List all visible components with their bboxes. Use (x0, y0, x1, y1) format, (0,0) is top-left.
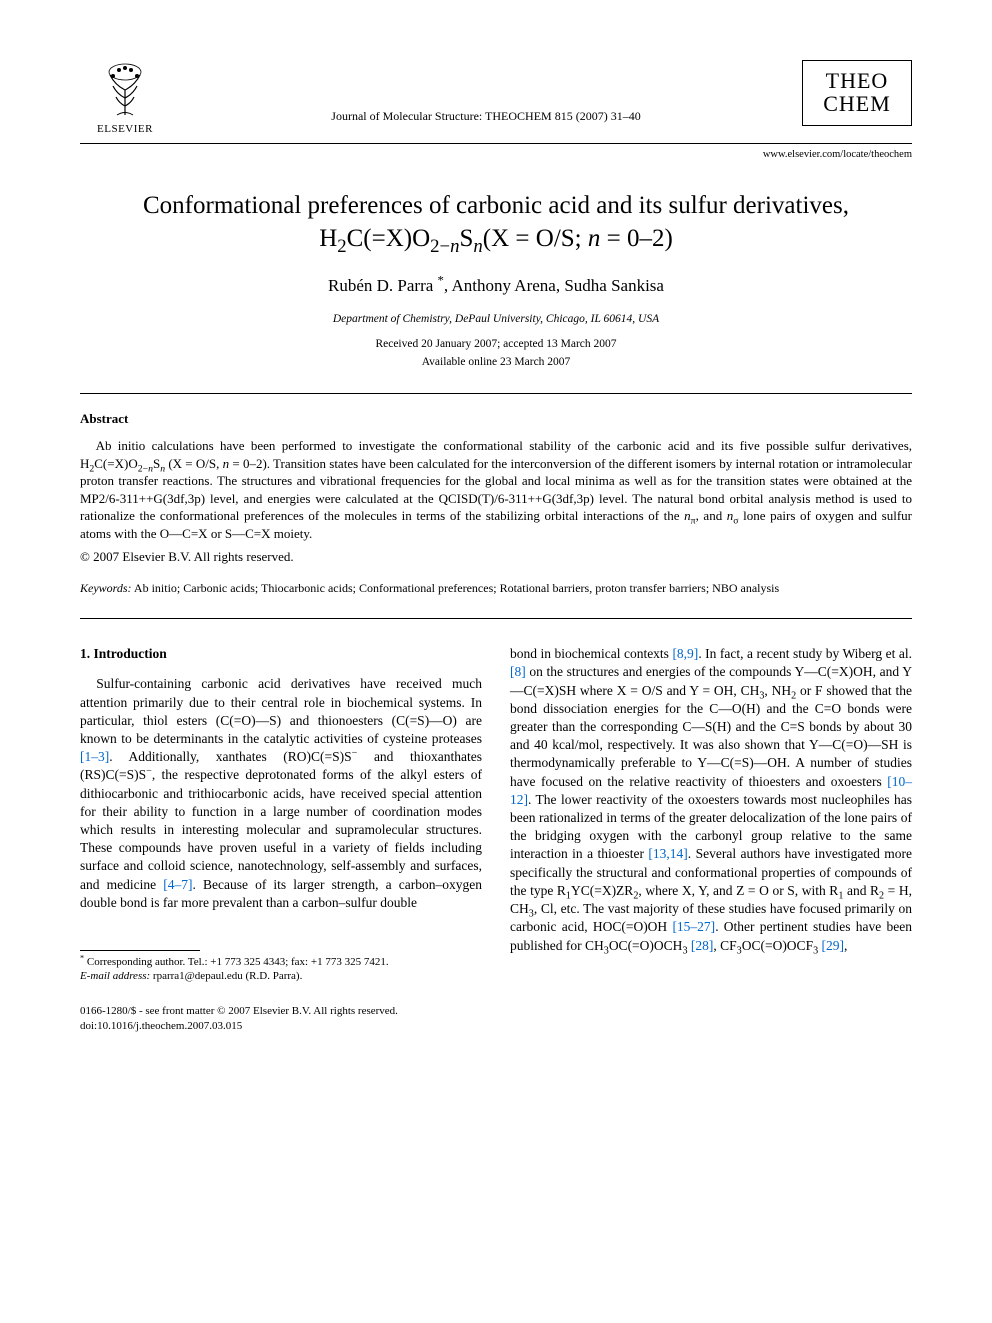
article-title: Conformational preferences of carbonic a… (100, 190, 892, 255)
received-date: Received 20 January 2007; accepted 13 Ma… (80, 337, 912, 353)
corr-author-line: * Corresponding author. Tel.: +1 773 325… (80, 955, 482, 969)
keywords-text: Ab initio; Carbonic acids; Thiocarbonic … (132, 581, 780, 595)
available-date: Available online 23 March 2007 (80, 355, 912, 371)
abstract-bottom-rule (80, 618, 912, 619)
abstract-top-rule (80, 393, 912, 394)
affiliation: Department of Chemistry, DePaul Universi… (80, 312, 912, 328)
authors: Rubén D. Parra *, Anthony Arena, Sudha S… (80, 275, 912, 298)
doi-line: doi:10.1016/j.theochem.2007.03.015 (80, 1019, 482, 1034)
column-left: 1. Introduction Sulfur-containing carbon… (80, 645, 482, 1033)
abstract-copyright: © 2007 Elsevier B.V. All rights reserved… (80, 548, 912, 566)
publisher-name: ELSEVIER (97, 122, 153, 137)
page-header: ELSEVIER Journal of Molecular Structure:… (80, 60, 912, 137)
elsevier-tree-icon (95, 60, 155, 120)
footnote-rule (80, 950, 200, 951)
abstract-heading: Abstract (80, 410, 912, 428)
keywords-label: Keywords: (80, 581, 132, 595)
section-1-heading: 1. Introduction (80, 645, 482, 663)
email-address: rparra1@depaul.edu (R.D. Parra). (150, 970, 302, 982)
journal-logo-line1: THEO (809, 69, 905, 92)
header-rule (80, 143, 912, 144)
abstract-text: Ab initio calculations have been perform… (80, 437, 912, 542)
body-columns: 1. Introduction Sulfur-containing carbon… (80, 645, 912, 1033)
journal-logo-block: THEO CHEM (802, 60, 912, 126)
intro-paragraph-left: Sulfur-containing carbonic acid derivati… (80, 675, 482, 912)
column-right: bond in biochemical contexts [8,9]. In f… (510, 645, 912, 1033)
journal-logo: THEO CHEM (802, 60, 912, 126)
email-label: E-mail address: (80, 970, 150, 982)
corr-email-line: E-mail address: rparra1@depaul.edu (R.D.… (80, 969, 482, 983)
front-matter-line: 0166-1280/$ - see front matter © 2007 El… (80, 1004, 482, 1019)
publisher-block: ELSEVIER (80, 60, 170, 137)
journal-reference: Journal of Molecular Structure: THEOCHEM… (170, 60, 802, 124)
journal-url: www.elsevier.com/locate/theochem (80, 148, 912, 162)
corresponding-author-footnote: * Corresponding author. Tel.: +1 773 325… (80, 955, 482, 984)
footer-block: 0166-1280/$ - see front matter © 2007 El… (80, 1004, 482, 1034)
keywords-line: Keywords: Ab initio; Carbonic acids; Thi… (80, 580, 912, 596)
intro-paragraph-right: bond in biochemical contexts [8,9]. In f… (510, 645, 912, 955)
journal-logo-line2: CHEM (809, 92, 905, 115)
